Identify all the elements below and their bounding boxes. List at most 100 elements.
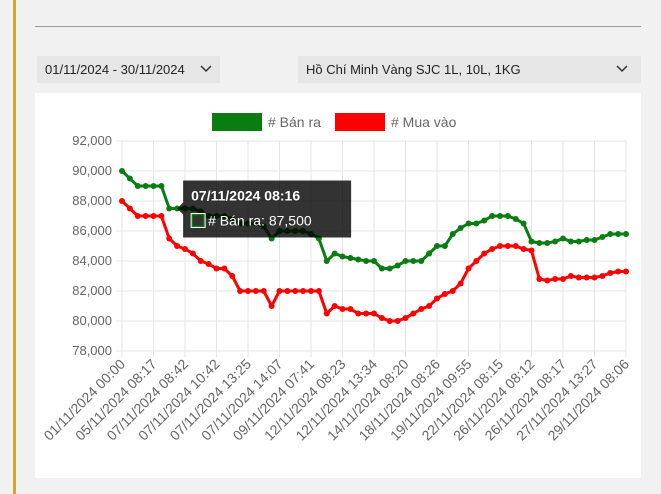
data-point: [363, 258, 370, 264]
data-point: [583, 237, 590, 243]
data-point: [378, 315, 385, 321]
data-point: [166, 205, 173, 212]
legend-swatch: [212, 113, 262, 131]
data-point: [355, 310, 362, 317]
product-text: Hồ Chí Minh Vàng SJC 1L, 10L, 1KG: [306, 62, 521, 77]
y-tick-label: 84,000: [72, 253, 112, 268]
legend-swatch: [335, 113, 385, 131]
y-tick-label: 82,000: [72, 283, 112, 298]
y-tick-label: 86,000: [72, 223, 112, 238]
data-point: [473, 220, 480, 227]
data-point: [520, 246, 527, 252]
data-point: [158, 213, 165, 219]
product-select[interactable]: Hồ Chí Minh Vàng SJC 1L, 10L, 1KG: [298, 56, 641, 83]
data-point: [418, 306, 425, 312]
data-point: [434, 243, 440, 249]
data-point: [378, 265, 385, 272]
data-point: [607, 270, 614, 276]
legend-label: # Bán ra: [268, 114, 321, 130]
data-point: [371, 310, 377, 317]
data-point: [552, 238, 559, 245]
data-point: [426, 250, 433, 257]
data-point: [457, 280, 464, 287]
data-point: [323, 310, 330, 317]
data-point: [323, 258, 330, 264]
date-range-select[interactable]: 01/11/2024 - 30/11/2024: [37, 56, 220, 83]
data-point: [197, 258, 204, 264]
data-point: [150, 213, 157, 219]
data-point: [426, 303, 433, 309]
data-point: [623, 268, 629, 275]
data-point: [583, 274, 590, 281]
data-point: [591, 274, 598, 281]
data-point: [607, 231, 614, 237]
data-point: [182, 246, 188, 252]
data-point: [150, 183, 157, 189]
data-point: [575, 274, 582, 281]
data-point: [394, 262, 401, 269]
data-point: [623, 231, 629, 237]
data-point: [339, 306, 346, 312]
data-point: [339, 253, 346, 260]
data-point: [410, 258, 417, 264]
data-point: [276, 288, 283, 294]
data-point: [237, 288, 244, 294]
data-point: [315, 288, 322, 294]
chevron: [200, 65, 212, 73]
data-point: [331, 303, 338, 309]
data-point: [142, 213, 149, 219]
tooltip-title: 07/11/2024 08:16: [191, 188, 300, 204]
data-point: [284, 288, 291, 294]
data-point: [347, 255, 354, 261]
data-point: [229, 273, 236, 279]
data-point: [402, 258, 409, 264]
data-point: [119, 198, 125, 204]
tooltip-box: [177, 180, 352, 238]
data-point: [520, 220, 527, 227]
data-point: [481, 217, 488, 224]
data-point: [371, 258, 377, 264]
data-point: [331, 250, 338, 257]
data-point: [615, 231, 622, 237]
data-point: [134, 213, 141, 219]
data-point: [591, 237, 598, 243]
data-point: [386, 265, 393, 272]
data-point: [268, 303, 275, 309]
data-point: [575, 238, 582, 245]
data-point: [205, 261, 212, 267]
data-point: [544, 240, 551, 246]
tooltip-label: # Bán ra: 87,500: [208, 213, 312, 229]
data-point: [528, 247, 535, 254]
tooltip-swatch: [191, 213, 206, 228]
data-point: [449, 231, 456, 237]
data-point: [174, 243, 181, 249]
data-point: [119, 168, 125, 174]
data-point: [489, 246, 496, 252]
accent-border: [13, 0, 16, 494]
data-point: [252, 288, 259, 294]
data-point: [441, 243, 448, 249]
data-point: [457, 225, 464, 231]
data-point: [394, 318, 401, 324]
data-point: [142, 183, 149, 189]
data-point: [465, 220, 472, 227]
data-point: [497, 213, 503, 219]
y-tick-label: 80,000: [72, 313, 112, 328]
data-point: [512, 216, 519, 222]
tooltip-swatch-border: [190, 213, 206, 228]
data-point: [567, 238, 574, 245]
data-point: [434, 295, 440, 302]
data-point: [552, 276, 559, 282]
data-point: [355, 256, 362, 263]
chart: 78,000 80,000 82,000 84,000 86,000 88,000 90,0…: [35, 93, 641, 478]
data-point: [126, 175, 133, 182]
data-point: [386, 318, 393, 324]
data-point: [189, 250, 196, 257]
data-point: [465, 265, 472, 272]
data-point: [560, 276, 566, 282]
data-point: [504, 213, 511, 219]
data-point: [599, 234, 606, 240]
data-point: [292, 288, 299, 294]
data-point: [615, 268, 622, 275]
